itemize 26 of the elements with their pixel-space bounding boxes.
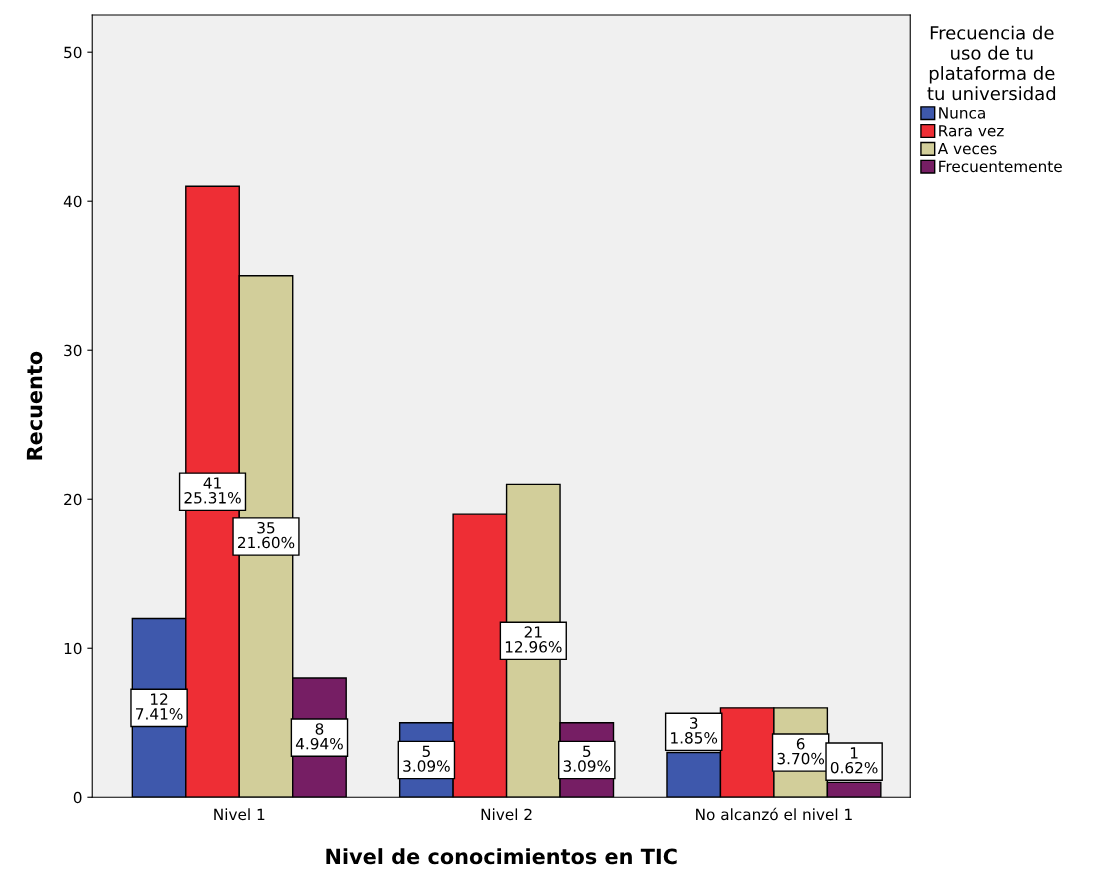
legend-label: Rara vez (939, 125, 1004, 137)
data-label: 12 7.41% (136, 693, 183, 720)
data-label: 8 4.94% (295, 723, 343, 750)
y-tick-label: 30 (64, 344, 82, 357)
data-label: 3 1.85% (671, 717, 718, 744)
legend-label: Nunca (939, 107, 985, 119)
data-label: 21 12.96% (505, 626, 562, 653)
data-label: 41 25.31% (184, 477, 241, 504)
x-tick-label: No alcanzó el nivel 1 (696, 807, 852, 821)
data-label: 6 3.70% (777, 738, 825, 765)
y-tick-label: 50 (64, 46, 82, 59)
y-tick-label: 40 (63, 195, 82, 208)
legend-label: A veces (937, 142, 997, 155)
legend-label: Frecuentemente (939, 160, 1062, 173)
data-label: 35 21.60% (237, 521, 295, 549)
y-tick-label: 0 (73, 791, 82, 804)
y-tick-label: 20 (64, 493, 82, 506)
x-axis-title: Nivel de conocimientos en TIC (326, 848, 677, 865)
legend-title: Frecuencia de uso de tu plataforma de tu universidad (927, 25, 1056, 101)
x-tick-label: Nivel 1 (214, 808, 265, 821)
data-label: 1 0.62% (830, 747, 878, 774)
y-tick-label: 10 (64, 642, 82, 655)
x-tick-label: Nivel 2 (481, 808, 532, 821)
data-label: 5 3.09% (563, 745, 611, 772)
data-label: 5 3.09% (403, 745, 450, 772)
y-axis-title: Recuento (26, 351, 43, 460)
